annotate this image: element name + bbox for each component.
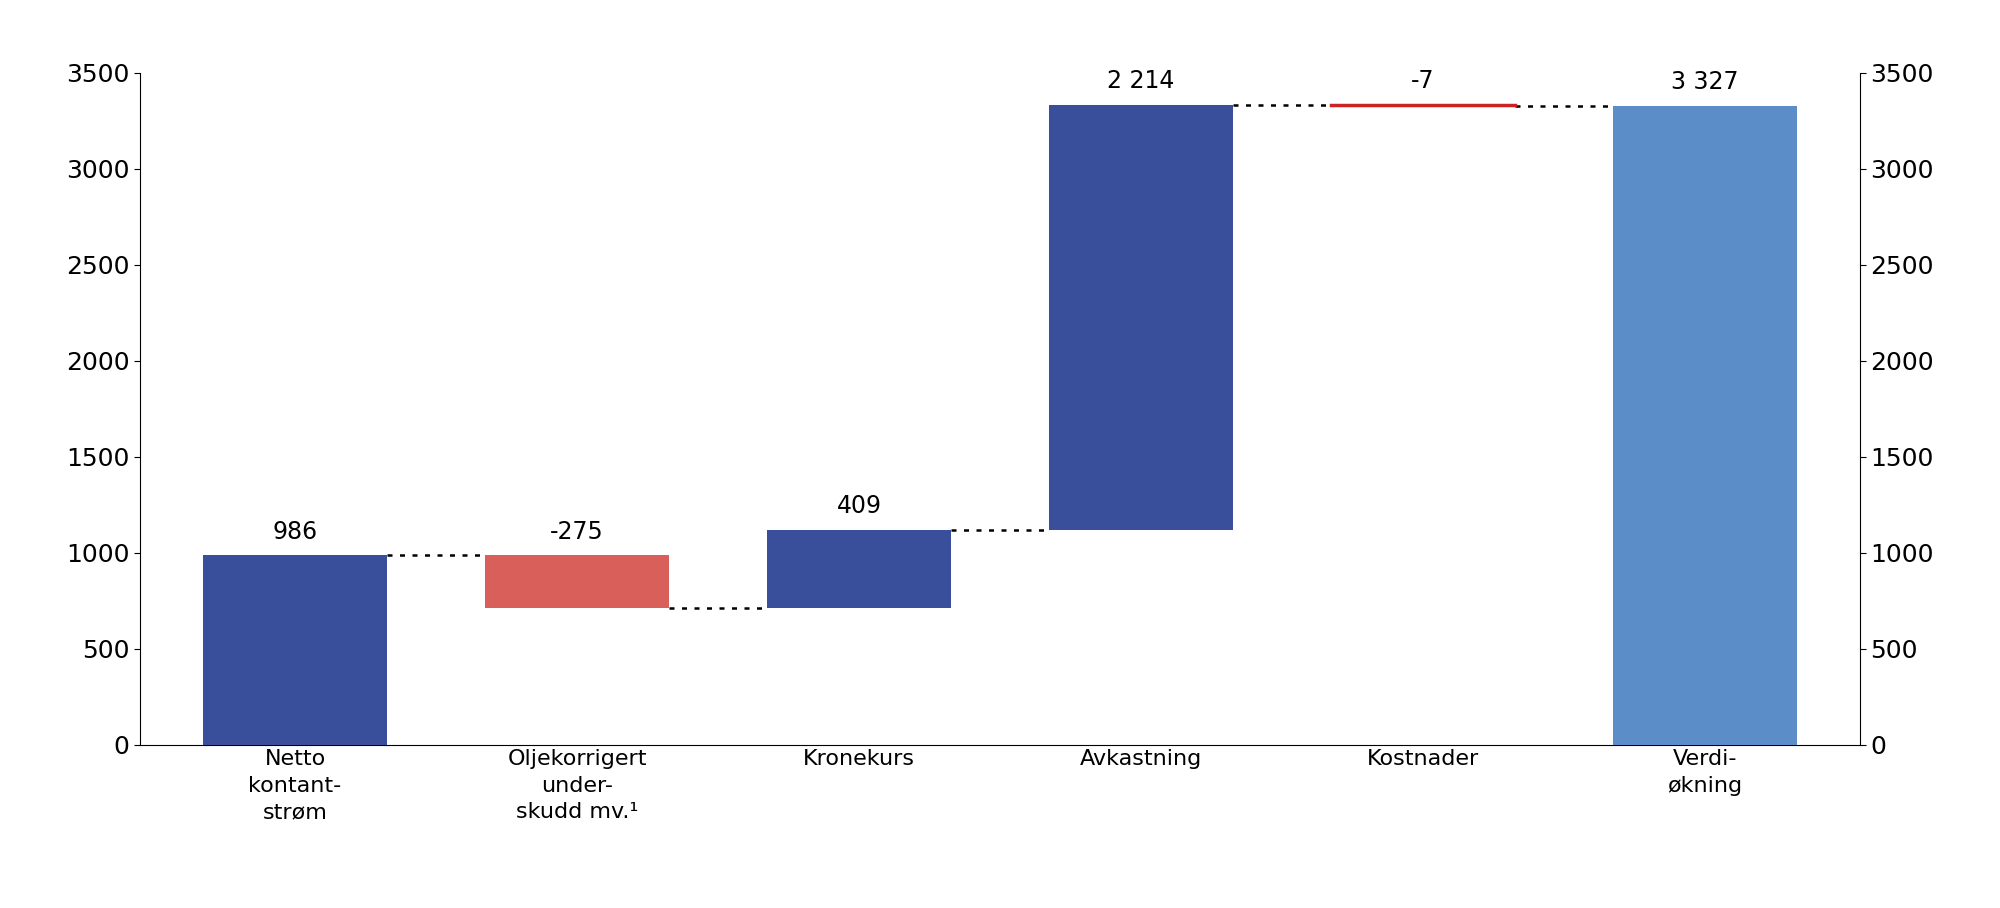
Text: -275: -275 <box>550 519 604 544</box>
Text: 986: 986 <box>272 519 318 544</box>
Text: 409: 409 <box>836 494 882 518</box>
Text: -7: -7 <box>1412 69 1434 93</box>
Bar <box>1050 104 1232 529</box>
Bar <box>1614 106 1796 745</box>
Bar <box>768 529 950 608</box>
Text: 2 214: 2 214 <box>1108 69 1174 93</box>
Bar <box>486 556 668 608</box>
Text: 3 327: 3 327 <box>1672 70 1738 94</box>
Bar <box>204 556 386 745</box>
